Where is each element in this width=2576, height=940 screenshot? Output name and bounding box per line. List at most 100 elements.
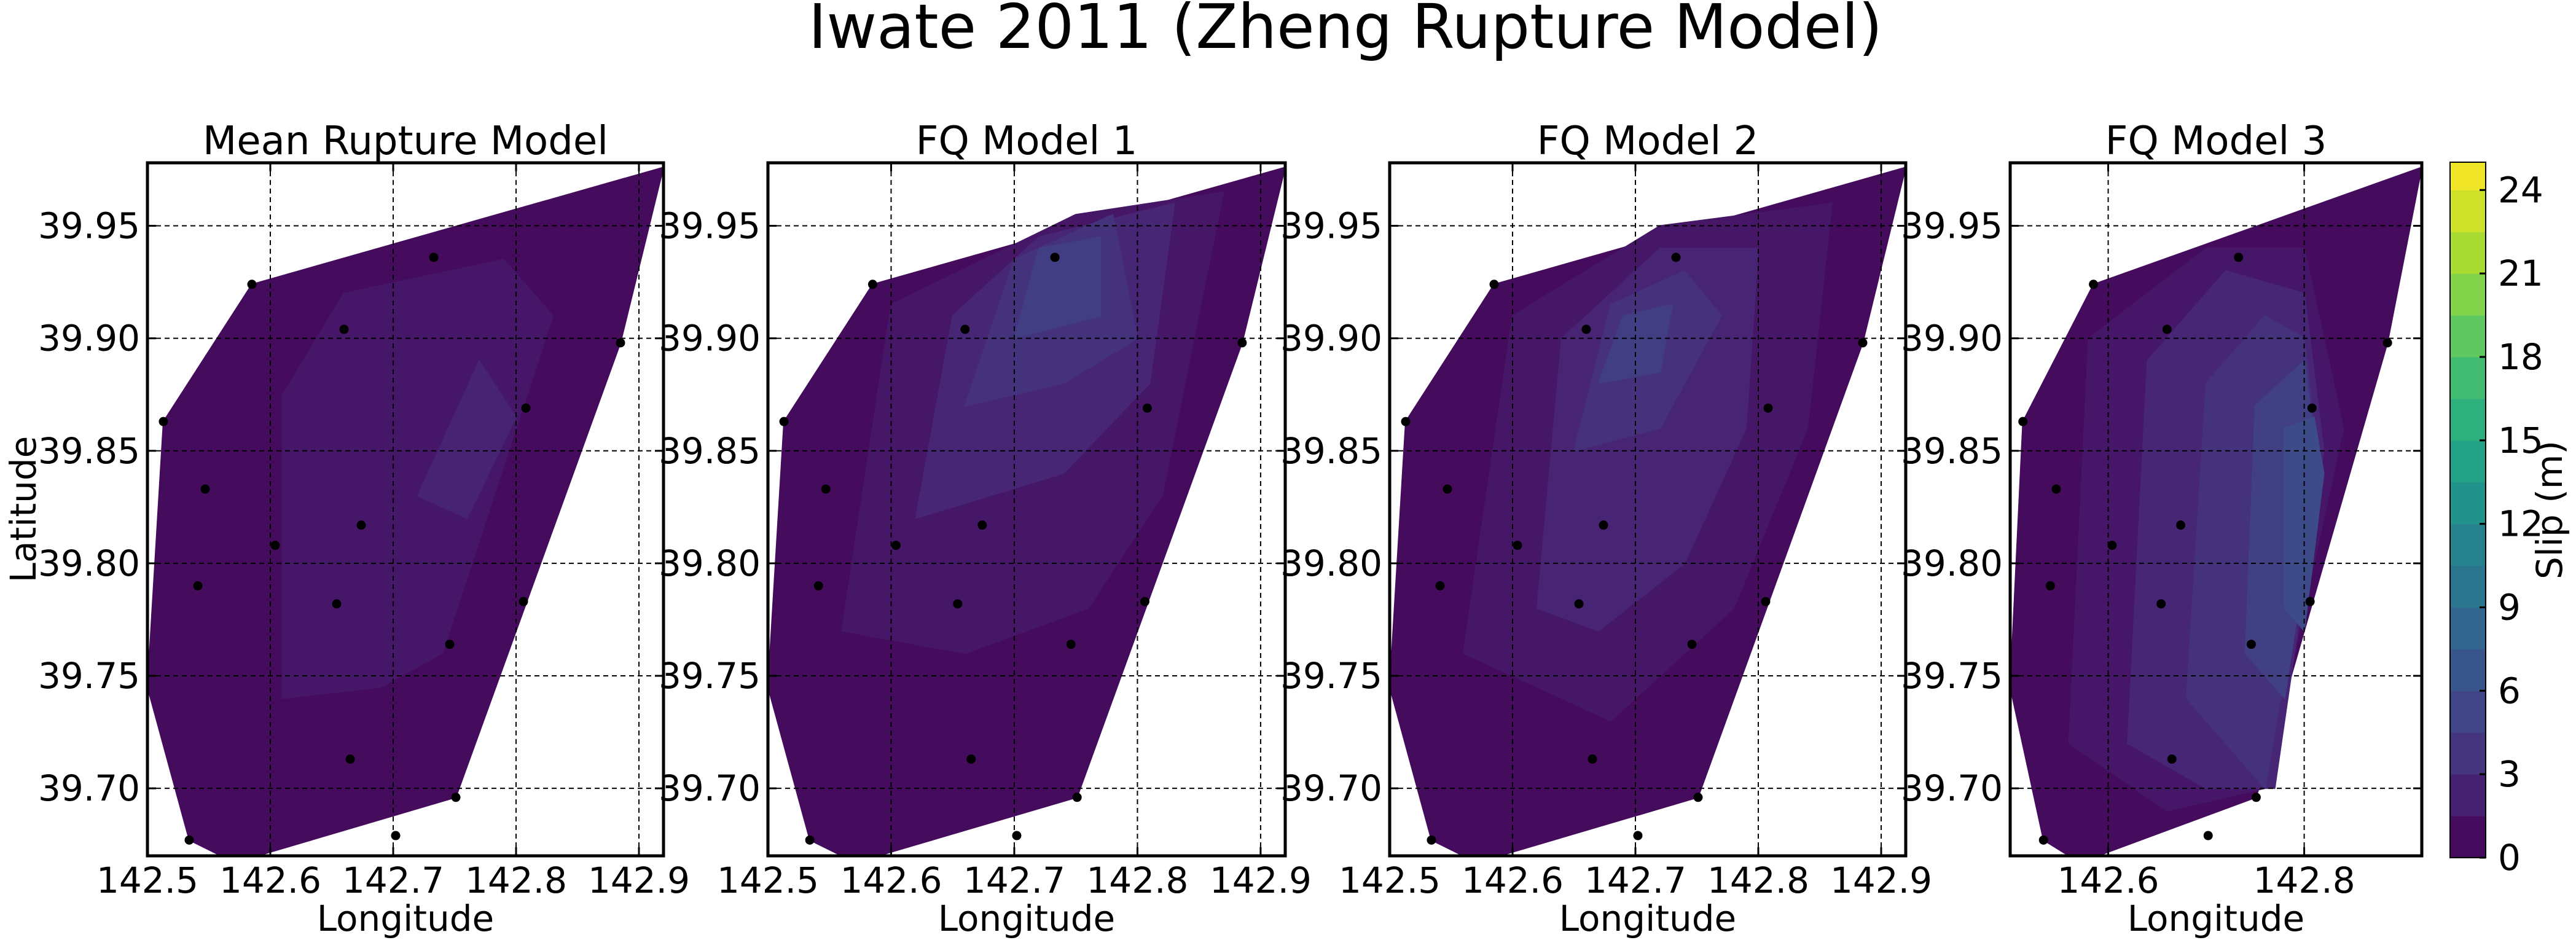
station-point	[1581, 324, 1591, 334]
station-point	[2089, 280, 2099, 289]
y-tick-label: 39.95	[38, 205, 140, 247]
colorbar-swatch	[2450, 523, 2486, 566]
colorbar-swatch	[2450, 315, 2486, 358]
station-point	[1693, 793, 1703, 802]
x-tick-label: 142.7	[1584, 860, 1686, 901]
x-tick-label: 142.6	[1462, 860, 1564, 901]
station-point	[1513, 541, 1522, 550]
y-tick-label: 39.80	[38, 542, 140, 584]
station-point	[1858, 338, 1868, 348]
colorbar-swatch	[2450, 162, 2486, 190]
plot-area	[2010, 163, 2422, 856]
y-tick-label: 39.80	[659, 542, 761, 584]
station-point	[805, 835, 815, 845]
panel-title: FQ Model 2	[1537, 119, 1759, 164]
station-point	[821, 484, 831, 494]
colorbar-swatch	[2450, 774, 2486, 817]
y-tick-label: 39.90	[659, 318, 761, 359]
x-axis-label: Longitude	[1559, 898, 1736, 939]
station-point	[960, 324, 970, 334]
station-point	[193, 581, 203, 591]
figure-title: Iwate 2011 (Zheng Rupture Model)	[808, 0, 1882, 63]
station-point	[1687, 640, 1697, 649]
y-tick-label: 39.75	[1280, 655, 1382, 697]
subplots: 142.5 142.6 142.7 142.8 142.9 39.70 39.75 39.80…	[2, 119, 2424, 939]
colorbar-tick-label: 9	[2498, 586, 2521, 628]
y-tick-label: 39.85	[659, 430, 761, 472]
station-point	[1763, 403, 1773, 413]
station-point	[345, 754, 355, 764]
colorbar-swatch	[2450, 440, 2486, 483]
x-tick-label: 142.8	[2253, 860, 2355, 901]
panel-title: FQ Model 3	[2105, 119, 2327, 164]
station-point	[521, 403, 531, 413]
station-point	[2251, 793, 2261, 802]
x-tick-label: 142.8	[1707, 860, 1809, 901]
station-point	[519, 597, 528, 606]
panel-1: 142.5 142.6 142.7 142.8 142.9 39.70 39.75 39.80…	[2, 119, 690, 939]
plot-area	[147, 163, 664, 856]
station-point	[247, 280, 257, 289]
colorbar-tick-label: 21	[2498, 253, 2543, 294]
colorbar-swatch	[2450, 649, 2486, 691]
station-point	[1066, 640, 1076, 649]
station-point	[2038, 835, 2048, 845]
station-point	[616, 338, 625, 348]
y-tick-label: 39.80	[1901, 542, 2003, 584]
x-tick-label: 142.9	[588, 860, 690, 901]
x-tick-label: 142.7	[342, 860, 444, 901]
panel-2: 142.5 142.6 142.7 142.8 142.9 39.70 39.75 39.80…	[659, 119, 1312, 939]
station-point	[1140, 597, 1149, 606]
station-point	[2167, 754, 2177, 764]
station-point	[1237, 338, 1247, 348]
station-point	[2162, 324, 2172, 334]
axes-frame	[2008, 161, 2424, 858]
station-point	[1489, 280, 1499, 289]
panel-3: 142.5 142.6 142.7 142.8 142.9 39.70 39.75 39.80…	[1280, 119, 1932, 939]
station-point	[1401, 417, 1411, 426]
station-point	[2246, 640, 2256, 649]
colorbar-swatch	[2450, 607, 2486, 649]
station-point	[2307, 403, 2317, 413]
station-point	[2234, 253, 2244, 262]
station-point	[429, 253, 439, 262]
colorbar-tick-label: 24	[2498, 169, 2543, 211]
colorbar-tick-label: 12	[2498, 503, 2543, 545]
colorbar-swatch	[2450, 565, 2486, 608]
y-tick-label: 39.70	[659, 767, 761, 809]
y-tick-label: 39.80	[1280, 542, 1382, 584]
colorbar-swatch	[2450, 356, 2486, 399]
colorbar-tick-label: 0	[2498, 837, 2521, 879]
colorbar: 0 3 6 9 12 15 18 21 24 Slip (m)	[2449, 162, 2570, 879]
station-point	[813, 581, 823, 591]
y-tick-label: 39.85	[38, 430, 140, 472]
panel-title: FQ Model 1	[916, 119, 1138, 164]
station-point	[159, 417, 168, 426]
station-point	[966, 754, 976, 764]
x-tick-label: 142.7	[963, 860, 1065, 901]
station-point	[1587, 754, 1597, 764]
station-point	[200, 484, 210, 494]
x-tick-label: 142.9	[1830, 860, 1932, 901]
x-axis-label: Longitude	[317, 898, 494, 939]
y-tick-label: 39.90	[38, 318, 140, 359]
station-point	[270, 541, 280, 550]
station-point	[1142, 403, 1152, 413]
colorbar-label: Slip (m)	[2529, 441, 2570, 579]
y-tick-label: 39.85	[1901, 430, 2003, 472]
station-point	[867, 280, 877, 289]
x-tick-label: 142.5	[96, 860, 198, 901]
x-tick-label: 142.8	[465, 860, 567, 901]
colorbar-swatch	[2450, 732, 2486, 775]
station-point	[1443, 484, 1452, 494]
station-point	[2156, 599, 2166, 609]
station-point	[1072, 793, 1082, 802]
station-point	[1761, 597, 1771, 606]
plot-area	[768, 163, 1285, 856]
y-tick-label: 39.90	[1280, 318, 1382, 359]
y-axis-label: Latitude	[2, 436, 44, 583]
x-tick-label: 142.9	[1210, 860, 1312, 901]
station-point	[356, 520, 366, 530]
station-point	[1574, 599, 1584, 609]
